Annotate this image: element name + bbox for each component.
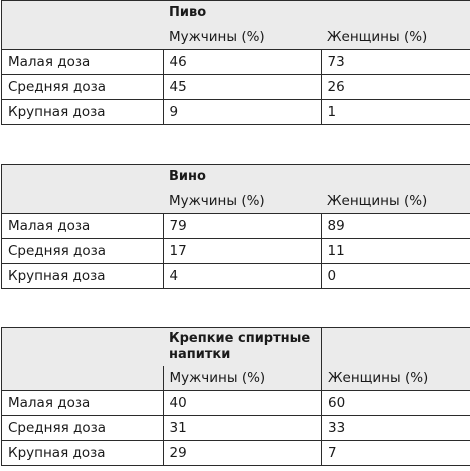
header-cell-empty: [1, 25, 163, 50]
table-row: Средняя доза 45 26: [1, 74, 470, 100]
table-header-row: Мужчины (%) Женщины (%): [1, 189, 470, 214]
header-women: Женщины (%): [321, 25, 470, 50]
table-row: Крупная доза 4 0: [1, 263, 470, 289]
header-cell-empty: [1, 366, 163, 391]
cell-men: 4: [162, 263, 322, 289]
header-cell-empty: [1, 189, 163, 214]
empty-cell: [321, 164, 470, 189]
table-row: Средняя доза 31 33: [1, 415, 470, 441]
cell-women: 7: [321, 440, 470, 466]
empty-cell: [1, 327, 163, 366]
table-title: Вино: [163, 164, 321, 189]
row-label: Малая доза: [1, 49, 164, 75]
row-label: Малая доза: [1, 390, 164, 416]
table-title-row: Крепкие спиртные напитки: [1, 327, 470, 366]
row-label: Крупная доза: [1, 263, 164, 289]
cell-women: 60: [321, 390, 470, 416]
cell-men: 17: [162, 238, 322, 264]
header-women: Женщины (%): [321, 189, 470, 214]
table-row: Крупная доза 29 7: [1, 440, 470, 466]
header-men: Мужчины (%): [163, 189, 321, 214]
table-title-line1: Крепкие спиртные: [169, 331, 311, 346]
cell-men: 9: [162, 99, 322, 125]
empty-cell: [321, 0, 470, 25]
table-header-row: Мужчины (%) Женщины (%): [1, 25, 470, 50]
table-header-row: Мужчины (%) Женщины (%): [1, 366, 470, 391]
cell-women: 1: [320, 99, 470, 125]
empty-cell: [1, 164, 163, 189]
empty-cell: [1, 0, 163, 25]
cell-men: 29: [162, 440, 322, 466]
cell-men: 40: [162, 390, 322, 416]
table-title: Крепкие спиртные напитки: [163, 327, 322, 366]
table-row: Малая доза 40 60: [1, 390, 470, 416]
table-title-row: Пиво: [1, 0, 470, 25]
cell-women: 89: [320, 213, 470, 239]
row-label: Средняя доза: [1, 74, 164, 100]
cell-women: 11: [320, 238, 470, 264]
cell-women: 26: [320, 74, 470, 100]
row-label: Крупная доза: [1, 99, 164, 125]
table-row: Малая доза 46 73: [1, 49, 470, 75]
row-label: Средняя доза: [1, 415, 164, 441]
beer-dose-table: Пиво Мужчины (%) Женщины (%) Малая доза …: [1, 0, 470, 125]
wine-dose-table: Вино Мужчины (%) Женщины (%) Малая доза …: [1, 164, 470, 289]
cell-women: 33: [321, 415, 470, 441]
table-title-row: Вино: [1, 164, 470, 189]
table-title-line2: напитки: [169, 347, 231, 362]
header-men: Мужчины (%): [162, 366, 322, 391]
row-label: Крупная доза: [1, 440, 164, 466]
row-label: Малая доза: [1, 213, 164, 239]
table-row: Малая доза 79 89: [1, 213, 470, 239]
header-men: Мужчины (%): [163, 25, 321, 50]
cell-women: 73: [320, 49, 470, 75]
empty-cell: [321, 327, 470, 366]
header-women: Женщины (%): [321, 366, 470, 391]
row-label: Средняя доза: [1, 238, 164, 264]
cell-men: 46: [162, 49, 322, 75]
cell-men: 31: [162, 415, 322, 441]
cell-men: 45: [162, 74, 322, 100]
table-row: Средняя доза 17 11: [1, 238, 470, 264]
table-title: Пиво: [163, 0, 321, 25]
table-row: Крупная доза 9 1: [1, 99, 470, 125]
cell-women: 0: [320, 263, 470, 289]
cell-men: 79: [162, 213, 322, 239]
spirits-dose-table: Крепкие спиртные напитки Мужчины (%) Женщ…: [1, 327, 470, 466]
